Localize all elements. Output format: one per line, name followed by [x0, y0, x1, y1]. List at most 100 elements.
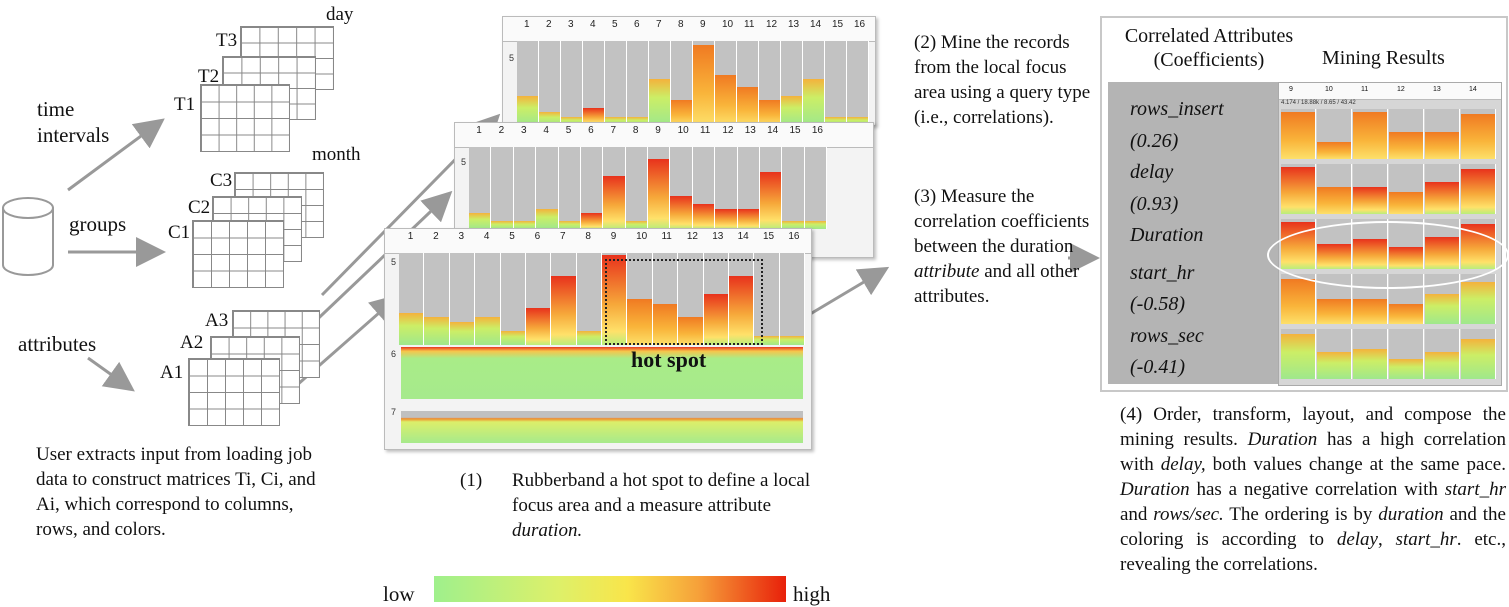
heat-column-1: [469, 147, 492, 229]
column-tick-1: 1: [407, 231, 414, 242]
step2-text: (2) Mine the records from the local focu…: [914, 32, 1091, 128]
column-tick-14: 14: [767, 125, 779, 136]
column-tick-7: 7: [559, 231, 566, 242]
legend-high-label: high: [793, 582, 831, 606]
column-tick-2: 2: [546, 19, 552, 30]
heat-column-13: [737, 147, 760, 229]
duration-row-label-5: 5: [391, 257, 397, 267]
start-hr-row-label: 5: [509, 53, 515, 63]
row6-stripe: [401, 347, 803, 399]
delay-row-label: 5: [461, 157, 467, 167]
result-row-1: [1281, 164, 1499, 214]
step4-p6: Duration: [1120, 479, 1190, 500]
column-tick-4: 4: [590, 19, 596, 30]
results-box: Correlated Attributes (Coefficients) Min…: [1100, 16, 1509, 392]
left-caption: User extracts input from loading job dat…: [36, 444, 316, 540]
database-icon: [2, 197, 54, 276]
heat-column-7: [649, 41, 671, 125]
column-tick-9: 9: [655, 125, 661, 136]
coefficient-item-1: (0.26): [1130, 129, 1179, 152]
heat-column-1: [399, 253, 425, 345]
step3-text-b: attribute: [914, 261, 980, 282]
heat-column-4: [583, 41, 605, 125]
step4-p1: (4) Order, transform, layout, and compos…: [1120, 404, 1506, 450]
result-tick-9: 9: [1289, 86, 1293, 93]
heat-column-3: [449, 253, 476, 345]
column-tick-2: 2: [433, 231, 439, 242]
a3-label: A3: [205, 310, 229, 331]
column-tick-13: 13: [788, 19, 800, 30]
coefficients-column: rows_insert (0.26) delay (0.93) Duration star…: [1108, 82, 1278, 384]
column-tick-11: 11: [661, 231, 672, 242]
step4-p13: and the coloring is according to: [1120, 504, 1506, 550]
step4-p14: delay: [1336, 529, 1378, 550]
step3-text-c: and all other attributes.: [914, 261, 1080, 307]
column-tick-15: 15: [789, 125, 801, 136]
column-tick-3: 3: [458, 231, 464, 242]
heat-column-6: [580, 147, 604, 229]
attributes-label: attributes: [18, 332, 97, 356]
mining-results-grid: 9 10 11 12 13 14 4.174 / 18.88k / 8.65 / 43.4…: [1267, 82, 1509, 386]
heat-column-15: [782, 147, 805, 229]
hot-spot-label: hot spot: [631, 347, 707, 372]
heat-column-11: [737, 41, 759, 125]
t1-label: T1: [174, 94, 196, 115]
column-tick-14: 14: [810, 19, 822, 30]
step4-p8: start_hr: [1444, 479, 1506, 500]
column-tick-12: 12: [722, 125, 734, 136]
heat-column-10: [670, 147, 693, 229]
column-tick-9: 9: [700, 19, 706, 30]
step4-p16: start_hr: [1395, 529, 1457, 550]
heat-column-4: [475, 253, 501, 345]
heat-column-2: [491, 147, 514, 229]
heat-column-16: [779, 253, 805, 345]
column-tick-7: 7: [656, 19, 662, 30]
heat-column-15: [825, 41, 847, 125]
heat-column-6: [627, 41, 649, 125]
heat-column-10: [627, 253, 653, 345]
step4-p15: ,: [1378, 529, 1396, 550]
matrix-c1: [192, 220, 284, 288]
column-tick-10: 10: [722, 19, 734, 30]
column-tick-6: 6: [634, 19, 640, 30]
heat-column-7: [551, 253, 577, 345]
heat-column-14: [728, 253, 755, 345]
coefficient-item-3: (0.93): [1130, 192, 1179, 215]
heat-column-8: [625, 147, 648, 229]
column-tick-6: 6: [588, 125, 594, 136]
heat-column-9: [648, 147, 671, 229]
coefficient-item-2: delay: [1130, 161, 1174, 183]
column-tick-4: 4: [543, 125, 549, 136]
day-label: day: [326, 4, 354, 25]
heat-column-12: [715, 147, 738, 229]
column-tick-5: 5: [612, 19, 618, 30]
column-tick-9: 9: [610, 231, 617, 242]
column-tick-14: 14: [737, 231, 749, 242]
heat-column-13: [781, 41, 803, 125]
duration-row-label-7: 7: [391, 407, 397, 417]
heat-column-8: [671, 41, 693, 125]
heat-column-11: [692, 147, 716, 229]
column-tick-3: 3: [568, 19, 574, 30]
column-tick-11: 11: [744, 19, 755, 30]
hot-spot-selection[interactable]: [605, 259, 763, 345]
heat-column-14: [759, 147, 783, 229]
start-hr-ticks: 1 2 3 4 5 6 7 8 9 10 11 12 13 14 15 16: [503, 17, 875, 42]
mining-results-header: Mining Results: [1322, 47, 1445, 69]
column-tick-11: 11: [699, 125, 711, 136]
result-row-3: [1281, 274, 1499, 324]
column-tick-1: 1: [524, 19, 530, 30]
heat-column-15: [754, 253, 780, 345]
a2-label: A2: [180, 332, 204, 353]
time-intervals-label: time intervals: [37, 97, 110, 147]
month-label: month: [312, 144, 361, 165]
groups-label: groups: [69, 212, 127, 236]
column-tick-15: 15: [762, 231, 775, 242]
column-tick-16: 16: [854, 19, 866, 30]
column-tick-1: 1: [476, 125, 482, 136]
heat-column-2: [424, 253, 450, 345]
step4-p10: rows/sec.: [1153, 504, 1224, 525]
a1-label: A1: [160, 362, 184, 383]
